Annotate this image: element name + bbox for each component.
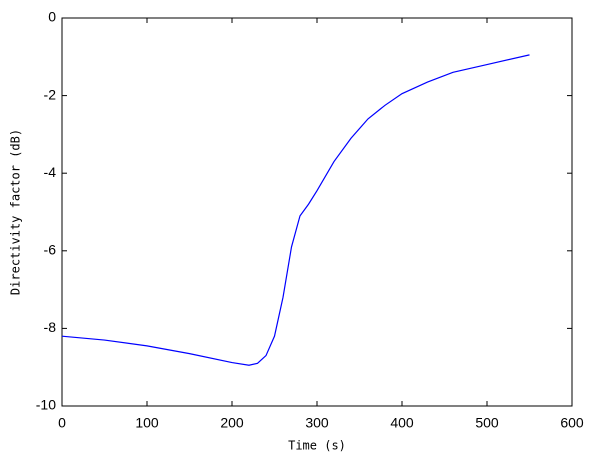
y-tick-label: -8 (44, 319, 57, 335)
x-tick-label: 400 (390, 415, 414, 431)
y-axis-label: Directivity factor (dB) (9, 129, 23, 295)
x-tick-label: 600 (560, 415, 584, 431)
data-line (61, 54, 530, 366)
y-tick-label: -10 (36, 397, 56, 413)
x-tick-label: 0 (58, 415, 66, 431)
y-tick-label: -6 (44, 242, 57, 258)
y-tick-label: 0 (48, 9, 56, 25)
x-axis-label: Time (s) (288, 439, 346, 453)
x-tick-label: 100 (135, 415, 159, 431)
plot-frame (61, 17, 573, 407)
x-tick-label: 500 (475, 415, 499, 431)
x-tick-label: 200 (220, 415, 244, 431)
y-tick-label: -4 (44, 164, 57, 180)
x-tick-label: 300 (305, 415, 329, 431)
y-tick-label: -2 (44, 86, 57, 102)
